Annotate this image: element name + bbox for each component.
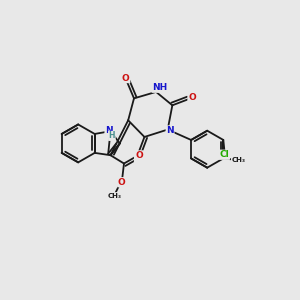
Text: N: N	[166, 126, 174, 135]
Text: H: H	[109, 131, 115, 140]
Text: N: N	[105, 126, 113, 135]
Text: O: O	[122, 74, 130, 82]
Text: NH: NH	[152, 83, 167, 92]
Text: O: O	[118, 178, 125, 187]
Text: Cl: Cl	[220, 150, 230, 159]
Text: O: O	[188, 93, 196, 102]
Text: CH₃: CH₃	[107, 193, 122, 199]
Text: CH₃: CH₃	[231, 157, 245, 163]
Text: O: O	[134, 154, 142, 163]
Text: O: O	[136, 151, 143, 160]
